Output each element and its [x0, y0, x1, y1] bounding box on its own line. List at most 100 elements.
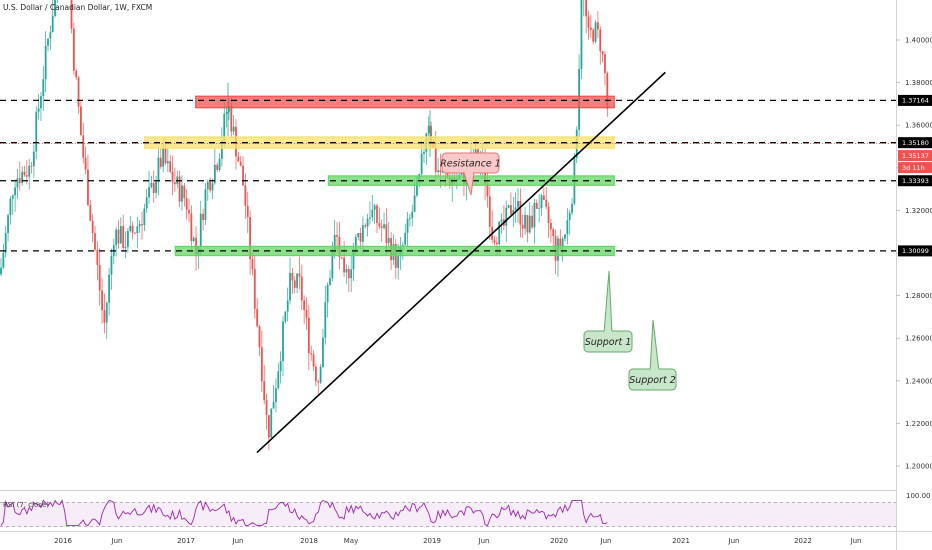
- candle-body: [40, 96, 42, 109]
- x-tick-label: 2019: [423, 537, 441, 545]
- y-tick-label: 1.40000: [905, 37, 932, 45]
- candle-body: [270, 408, 273, 438]
- candle-body: [519, 200, 522, 225]
- candle-body: [298, 273, 301, 277]
- candle-body: [594, 22, 597, 42]
- support-1-callout: Support 1: [583, 270, 633, 353]
- candle-body: [387, 238, 390, 243]
- price-lines-layer: [0, 99, 896, 252]
- candle-body: [498, 221, 501, 245]
- support-1-label: Support 1: [585, 337, 632, 348]
- candle-body: [324, 302, 327, 338]
- candle-body: [192, 237, 195, 242]
- candle-body: [524, 215, 526, 229]
- candle-body: [505, 207, 508, 226]
- chart-title: U.S. Dollar / Canadian Dollar, 1W, FXCM: [3, 3, 152, 12]
- candle-body: [329, 278, 331, 285]
- candle-body: [77, 77, 80, 107]
- rsi-band: [0, 502, 896, 527]
- x-tick-label: 2022: [794, 537, 812, 545]
- candle-body: [256, 308, 259, 327]
- candle-body: [430, 125, 432, 142]
- candle-body: [7, 215, 9, 233]
- candle-body: [439, 170, 442, 173]
- candle-body: [94, 233, 96, 250]
- candle-body: [277, 371, 280, 389]
- candle-body: [105, 302, 108, 323]
- candle-body: [362, 225, 364, 242]
- candle-body: [289, 272, 291, 301]
- candle-body: [359, 233, 362, 242]
- x-tick-label: 2020: [550, 537, 568, 545]
- candle-body: [30, 165, 33, 167]
- rsi-label: RSI (7, close): [3, 501, 49, 509]
- candle-body: [228, 106, 230, 113]
- candle-body: [333, 234, 336, 253]
- candle-body: [526, 215, 529, 233]
- candle-body: [585, 0, 588, 17]
- candle-body: [185, 198, 188, 210]
- candle-body: [253, 269, 256, 309]
- candle-body: [11, 195, 14, 199]
- candle-body: [122, 226, 125, 248]
- candle-body: [115, 229, 118, 246]
- candle-body: [21, 171, 24, 184]
- candle-body: [378, 223, 381, 227]
- candle-body: [129, 225, 132, 232]
- candle-body: [188, 209, 190, 214]
- candle-body: [561, 238, 564, 247]
- candle-body: [545, 199, 548, 207]
- candle-body: [148, 187, 150, 198]
- support-2-joint: [650, 368, 659, 371]
- candle-body: [0, 267, 2, 275]
- candle-body: [312, 354, 315, 367]
- candle-body: [159, 157, 162, 167]
- x-tick-label: Jun: [728, 537, 740, 545]
- candle-body: [216, 164, 219, 170]
- candle-body: [54, 0, 56, 16]
- candle-body: [315, 366, 317, 382]
- x-tick-label: Jun: [478, 537, 490, 545]
- candle-body: [131, 225, 134, 233]
- last-price-badge-text: 1.35137: [902, 152, 929, 160]
- candle-body: [350, 269, 353, 279]
- line-133393-badge: [898, 175, 932, 187]
- countdown-badge-text: 3d 11h: [902, 164, 925, 172]
- candle-body: [169, 161, 172, 172]
- candle-body: [293, 280, 296, 288]
- candle-body: [70, 0, 73, 29]
- candle-body: [237, 156, 240, 162]
- candle-body: [16, 178, 19, 188]
- candle-body: [28, 165, 31, 177]
- candle-body: [103, 310, 106, 323]
- candle-body: [202, 213, 204, 220]
- line-135180-badge: [898, 137, 932, 149]
- y-tick-label: 1.26000: [905, 335, 932, 343]
- candle-body: [416, 179, 418, 196]
- y-tick-label: 1.28000: [905, 292, 932, 300]
- candle-body: [117, 229, 120, 244]
- candle-body: [305, 309, 308, 318]
- candle-body: [552, 229, 555, 237]
- candle-body: [89, 204, 92, 221]
- candle-body: [44, 45, 47, 80]
- candle-body: [397, 256, 400, 268]
- candle-body: [336, 234, 338, 237]
- resistance-1-callout: Resistance 1: [440, 152, 501, 196]
- last-price-badge: [898, 150, 932, 162]
- candle-body: [373, 205, 376, 210]
- candle-body: [14, 187, 16, 196]
- candle-body: [322, 337, 324, 367]
- candle-body: [521, 224, 524, 229]
- candle-body: [178, 176, 181, 202]
- candle-body: [307, 317, 310, 354]
- candle-body: [209, 181, 212, 191]
- candle-body: [345, 268, 348, 273]
- candle-body: [18, 178, 21, 184]
- candle-body: [218, 158, 221, 170]
- candle-body: [354, 236, 357, 252]
- candle-body: [446, 171, 449, 178]
- candle-body: [84, 157, 87, 170]
- candle-body: [127, 231, 129, 247]
- candle-body: [493, 239, 496, 243]
